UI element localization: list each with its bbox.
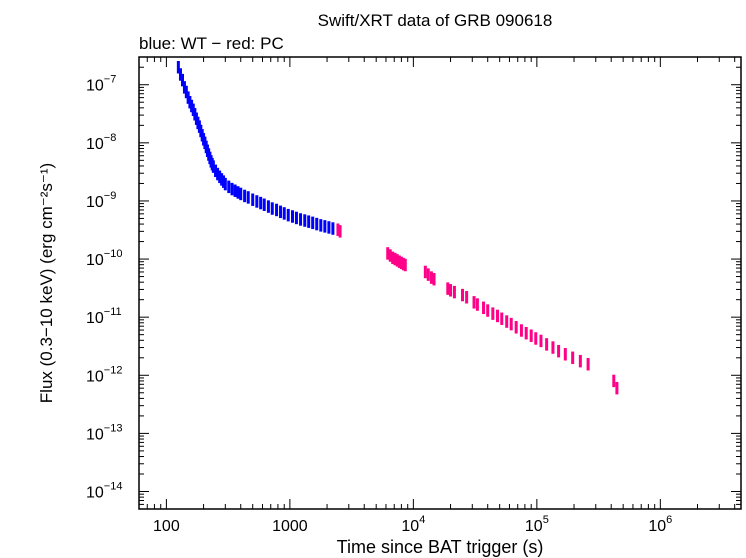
y-tick-label: 10−11 (86, 306, 122, 327)
plot-frame (138, 56, 742, 510)
x-tick-label: 100 (153, 518, 180, 535)
x-tick-label: 106 (648, 514, 672, 535)
x-tick-label: 1000 (272, 518, 308, 535)
series-pc (336, 223, 619, 395)
y-tick-label: 10−9 (86, 190, 116, 211)
y-tick-label: 10−12 (86, 364, 122, 385)
axis-ticks: 100 1000 104 105 106 10−7 10−8 10−9 10−10 10−11 10… (86, 56, 741, 535)
y-axis-label: Flux (0.3−10 keV) (erg cm⁻²s⁻¹) (37, 163, 56, 403)
y-tick-label: 10−10 (86, 248, 122, 269)
y-tick-label: 10−8 (86, 132, 116, 153)
y-tick-label: 10−14 (86, 481, 122, 502)
x-tick-label: 105 (525, 514, 549, 535)
x-tick-label: 104 (401, 514, 425, 535)
chart-subtitle: blue: WT − red: PC (139, 34, 284, 53)
chart-title: Swift/XRT data of GRB 090618 (318, 11, 553, 30)
y-tick-label: 10−13 (86, 422, 122, 443)
y-tick-label: 10−7 (86, 74, 116, 95)
series-wt (176, 61, 335, 235)
x-axis-label: Time since BAT trigger (s) (337, 537, 544, 557)
series-layer (176, 61, 619, 395)
